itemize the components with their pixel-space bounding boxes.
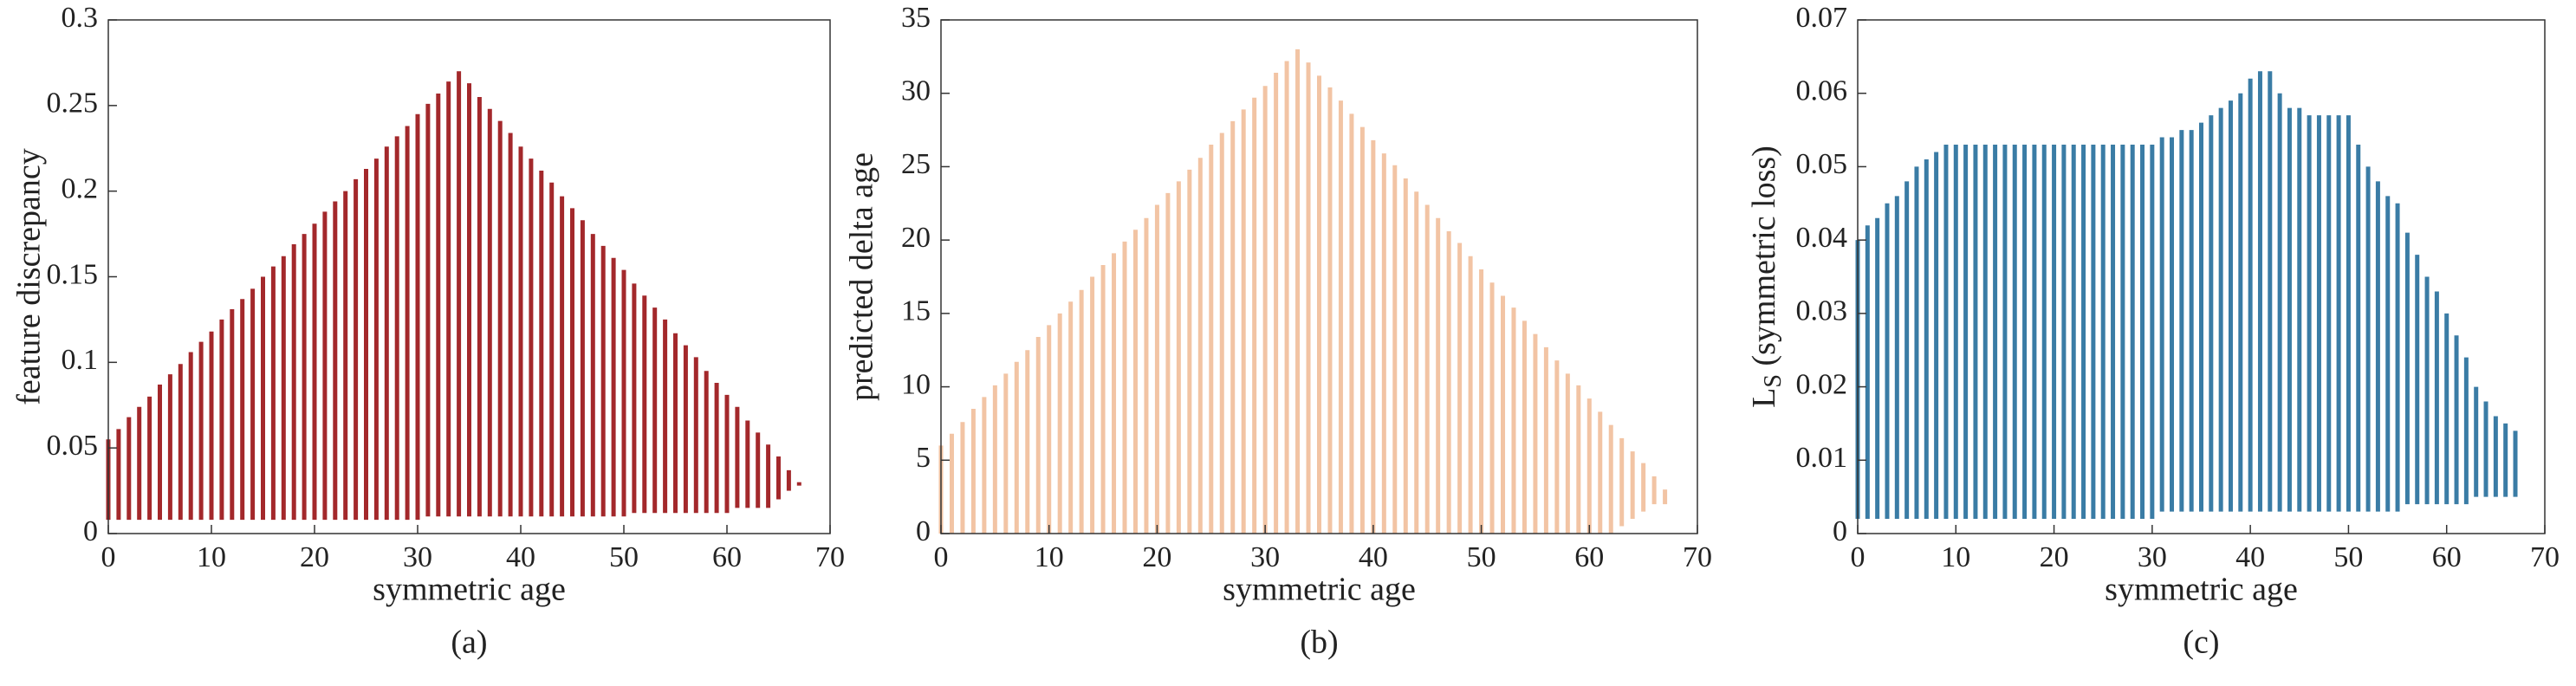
y-tick-label: 15	[901, 295, 931, 327]
panel: 0 10 20 30 40 50 60 70 0 5 10 15 20 25 30 35 symmetric a…	[844, 2, 1712, 661]
y-tick-label: 0.05	[1796, 148, 1848, 180]
plot-frame	[1857, 19, 2546, 534]
x-tick-label: 70	[1683, 541, 1712, 573]
y-tick-label: 5	[916, 442, 931, 474]
x-tick-label: 0	[1851, 541, 1865, 573]
panel: 0 10 20 30 40 50 60 70 0 0.01 0.02 0.03 0.04 0.05 0.06…	[1746, 2, 2560, 661]
x-tick-label: 40	[506, 541, 535, 573]
panel: 0 10 20 30 40 50 60 70 0 0.05 0.1 0.15 0.2 0.25 0.3 sym…	[11, 2, 845, 661]
y-tick-label: 0.3	[62, 2, 99, 34]
y-tick-label: 0.03	[1796, 295, 1848, 327]
y-axis-label: predicted delta age	[844, 152, 880, 401]
y-tick-label: 0.15	[47, 258, 99, 290]
y-tick-label: 0.05	[47, 430, 99, 462]
x-tick-label: 20	[2040, 541, 2069, 573]
y-tick-label: 0	[1833, 515, 1847, 547]
x-tick-label: 10	[1035, 541, 1064, 573]
x-axis-label: symmetric age	[2105, 572, 2298, 608]
x-tick-label: 70	[815, 541, 845, 573]
x-tick-label: 10	[197, 541, 226, 573]
y-tick-label: 0	[916, 515, 931, 547]
x-tick-label: 60	[2432, 541, 2462, 573]
x-tick-label: 60	[712, 541, 742, 573]
y-tick-label: 0.07	[1796, 2, 1848, 34]
x-tick-label: 60	[1574, 541, 1604, 573]
y-tick-label: 0.02	[1796, 368, 1848, 400]
x-tick-label: 30	[1250, 541, 1280, 573]
y-label-main: L	[1746, 388, 1782, 408]
y-tick-label: 20	[901, 222, 931, 254]
x-tick-label: 70	[2530, 541, 2560, 573]
x-tick-label: 30	[2138, 541, 2167, 573]
y-tick-label: 25	[901, 148, 931, 180]
y-tick-label: 0.06	[1796, 75, 1848, 107]
caption: (c)	[2183, 625, 2219, 661]
x-axis-label: symmetric age	[373, 572, 566, 608]
y-tick-label: 35	[901, 2, 931, 34]
x-tick-label: 40	[1359, 541, 1388, 573]
y-tick-label: 0.04	[1796, 222, 1848, 254]
plot-frame	[940, 19, 1698, 534]
x-axis-label: symmetric age	[1223, 572, 1416, 608]
x-tick-label: 50	[609, 541, 639, 573]
y-label-sub: S	[1760, 374, 1787, 388]
caption: (b)	[1300, 625, 1338, 661]
y-axis-label: feature discrepancy	[11, 148, 48, 404]
y-tick-label: 0.2	[62, 172, 99, 204]
x-tick-label: 50	[2333, 541, 2363, 573]
y-tick-label: 0.01	[1796, 442, 1848, 474]
y-label-rest: (symmetric loss)	[1746, 146, 1782, 374]
x-tick-label: 20	[1142, 541, 1171, 573]
x-tick-label: 30	[403, 541, 432, 573]
y-tick-label: 0.25	[47, 87, 99, 120]
x-tick-label: 50	[1467, 541, 1496, 573]
y-tick-label: 10	[901, 368, 931, 400]
y-tick-label: 30	[901, 75, 931, 107]
x-tick-label: 10	[1941, 541, 1970, 573]
x-tick-label: 20	[300, 541, 329, 573]
y-tick-label: 0.1	[62, 344, 99, 376]
x-tick-label: 40	[2235, 541, 2265, 573]
x-tick-label: 0	[101, 541, 116, 573]
y-tick-label: 0	[83, 515, 98, 547]
caption: (a)	[451, 625, 487, 661]
y-axis-label: LS (symmetric loss)	[1746, 146, 1788, 408]
x-tick-label: 0	[934, 541, 949, 573]
